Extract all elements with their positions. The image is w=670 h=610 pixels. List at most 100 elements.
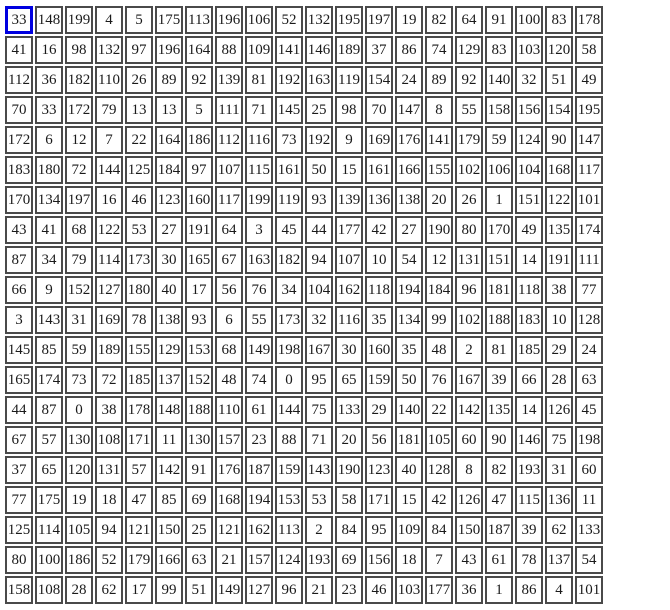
grid-cell[interactable]: 49 bbox=[515, 216, 543, 244]
grid-cell[interactable]: 82 bbox=[485, 456, 513, 484]
grid-cell[interactable]: 34 bbox=[35, 246, 63, 274]
grid-cell[interactable]: 54 bbox=[575, 546, 603, 574]
grid-cell[interactable]: 173 bbox=[125, 246, 153, 274]
grid-cell[interactable]: 57 bbox=[125, 456, 153, 484]
grid-cell[interactable]: 42 bbox=[365, 216, 393, 244]
grid-cell[interactable]: 76 bbox=[425, 366, 453, 394]
grid-cell[interactable]: 23 bbox=[245, 426, 273, 454]
grid-cell[interactable]: 132 bbox=[95, 36, 123, 64]
grid-cell[interactable]: 131 bbox=[455, 246, 483, 274]
grid-cell[interactable]: 193 bbox=[305, 546, 333, 574]
grid-cell[interactable]: 47 bbox=[485, 486, 513, 514]
grid-cell[interactable]: 84 bbox=[425, 516, 453, 544]
grid-cell[interactable]: 108 bbox=[95, 426, 123, 454]
grid-cell[interactable]: 159 bbox=[275, 456, 303, 484]
grid-cell[interactable]: 154 bbox=[365, 66, 393, 94]
grid-cell[interactable]: 110 bbox=[215, 396, 243, 424]
grid-cell[interactable]: 182 bbox=[65, 66, 93, 94]
grid-cell[interactable]: 36 bbox=[455, 576, 483, 604]
grid-cell[interactable]: 8 bbox=[425, 96, 453, 124]
grid-cell[interactable]: 186 bbox=[65, 546, 93, 574]
grid-cell[interactable]: 3 bbox=[5, 306, 33, 334]
grid-cell[interactable]: 192 bbox=[305, 126, 333, 154]
grid-cell[interactable]: 176 bbox=[215, 456, 243, 484]
grid-cell[interactable]: 155 bbox=[125, 336, 153, 364]
grid-cell[interactable]: 38 bbox=[545, 276, 573, 304]
grid-cell[interactable]: 116 bbox=[245, 126, 273, 154]
grid-cell[interactable]: 174 bbox=[575, 216, 603, 244]
grid-cell[interactable]: 144 bbox=[95, 156, 123, 184]
grid-cell[interactable]: 31 bbox=[545, 456, 573, 484]
grid-cell[interactable]: 79 bbox=[95, 96, 123, 124]
grid-cell[interactable]: 130 bbox=[185, 426, 213, 454]
grid-cell[interactable]: 179 bbox=[125, 546, 153, 574]
grid-cell[interactable]: 51 bbox=[185, 576, 213, 604]
grid-cell[interactable]: 77 bbox=[5, 486, 33, 514]
grid-cell[interactable]: 137 bbox=[545, 546, 573, 574]
grid-cell[interactable]: 0 bbox=[65, 396, 93, 424]
grid-cell[interactable]: 102 bbox=[455, 156, 483, 184]
grid-cell[interactable]: 10 bbox=[545, 306, 573, 334]
grid-cell[interactable]: 72 bbox=[95, 366, 123, 394]
grid-cell[interactable]: 187 bbox=[485, 516, 513, 544]
grid-cell[interactable]: 114 bbox=[95, 246, 123, 274]
grid-cell[interactable]: 156 bbox=[365, 546, 393, 574]
grid-cell[interactable]: 189 bbox=[95, 336, 123, 364]
grid-cell[interactable]: 65 bbox=[335, 366, 363, 394]
grid-cell[interactable]: 184 bbox=[425, 276, 453, 304]
grid-cell[interactable]: 30 bbox=[155, 246, 183, 274]
grid-cell[interactable]: 153 bbox=[185, 336, 213, 364]
grid-cell[interactable]: 136 bbox=[545, 486, 573, 514]
grid-cell[interactable]: 180 bbox=[35, 156, 63, 184]
grid-cell[interactable]: 7 bbox=[95, 126, 123, 154]
grid-cell[interactable]: 61 bbox=[485, 546, 513, 574]
grid-cell[interactable]: 28 bbox=[545, 366, 573, 394]
grid-cell[interactable]: 1 bbox=[485, 576, 513, 604]
grid-cell[interactable]: 149 bbox=[245, 336, 273, 364]
grid-cell[interactable]: 123 bbox=[365, 456, 393, 484]
grid-cell[interactable]: 35 bbox=[365, 306, 393, 334]
grid-cell[interactable]: 151 bbox=[515, 186, 543, 214]
grid-cell[interactable]: 12 bbox=[65, 126, 93, 154]
grid-cell[interactable]: 137 bbox=[155, 366, 183, 394]
grid-cell[interactable]: 30 bbox=[335, 336, 363, 364]
grid-cell[interactable]: 158 bbox=[485, 96, 513, 124]
grid-cell[interactable]: 22 bbox=[125, 126, 153, 154]
grid-cell[interactable]: 21 bbox=[215, 546, 243, 574]
grid-cell[interactable]: 51 bbox=[545, 66, 573, 94]
grid-cell[interactable]: 34 bbox=[275, 276, 303, 304]
grid-cell[interactable]: 64 bbox=[455, 6, 483, 34]
grid-cell[interactable]: 172 bbox=[5, 126, 33, 154]
grid-cell[interactable]: 90 bbox=[485, 426, 513, 454]
grid-cell[interactable]: 146 bbox=[515, 426, 543, 454]
grid-cell[interactable]: 66 bbox=[515, 366, 543, 394]
grid-cell[interactable]: 99 bbox=[155, 576, 183, 604]
grid-cell[interactable]: 197 bbox=[365, 6, 393, 34]
grid-cell[interactable]: 83 bbox=[485, 36, 513, 64]
grid-cell[interactable]: 80 bbox=[5, 546, 33, 574]
grid-cell[interactable]: 25 bbox=[185, 516, 213, 544]
grid-cell[interactable]: 153 bbox=[275, 486, 303, 514]
grid-cell[interactable]: 121 bbox=[215, 516, 243, 544]
grid-cell[interactable]: 26 bbox=[455, 186, 483, 214]
grid-cell[interactable]: 163 bbox=[305, 66, 333, 94]
grid-cell[interactable]: 74 bbox=[425, 36, 453, 64]
grid-cell[interactable]: 128 bbox=[425, 456, 453, 484]
grid-cell[interactable]: 172 bbox=[65, 96, 93, 124]
grid-cell[interactable]: 81 bbox=[485, 336, 513, 364]
grid-cell[interactable]: 87 bbox=[35, 396, 63, 424]
grid-cell[interactable]: 118 bbox=[365, 276, 393, 304]
grid-cell[interactable]: 168 bbox=[215, 486, 243, 514]
grid-cell[interactable]: 39 bbox=[485, 366, 513, 394]
grid-cell[interactable]: 188 bbox=[485, 306, 513, 334]
grid-cell[interactable]: 16 bbox=[95, 186, 123, 214]
grid-cell[interactable]: 71 bbox=[305, 426, 333, 454]
grid-cell[interactable]: 31 bbox=[65, 306, 93, 334]
grid-cell[interactable]: 10 bbox=[365, 246, 393, 274]
grid-cell[interactable]: 135 bbox=[545, 216, 573, 244]
grid-cell[interactable]: 41 bbox=[35, 216, 63, 244]
grid-cell[interactable]: 59 bbox=[485, 126, 513, 154]
grid-cell[interactable]: 59 bbox=[65, 336, 93, 364]
grid-cell[interactable]: 99 bbox=[425, 306, 453, 334]
grid-cell[interactable]: 15 bbox=[335, 156, 363, 184]
